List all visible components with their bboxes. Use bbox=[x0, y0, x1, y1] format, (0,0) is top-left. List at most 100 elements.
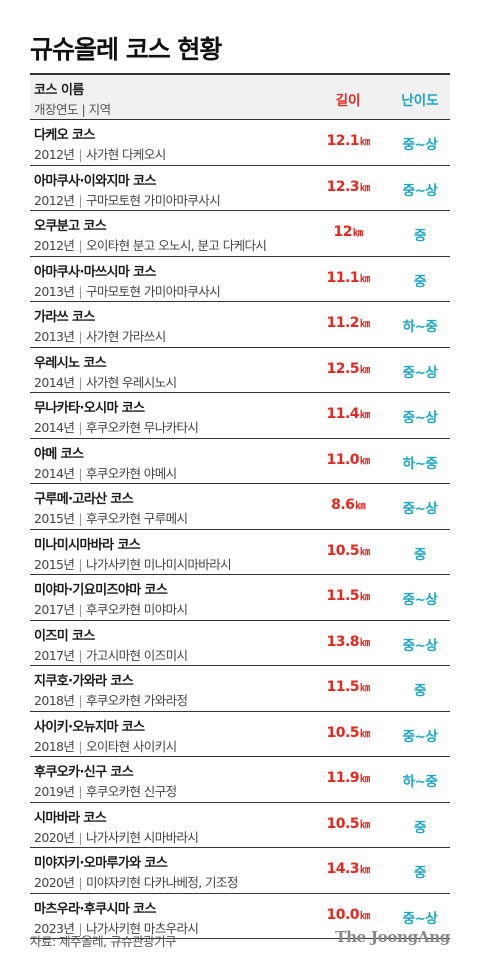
course-name: 사이키·오뉴지마 코스 bbox=[34, 719, 145, 735]
course-length-value: 11.1 bbox=[326, 269, 360, 286]
course-region: 후쿠오카현 미야마시 bbox=[85, 602, 188, 617]
course-year-region: 2012년 | 구마모토현 가미아마쿠사시 bbox=[34, 190, 221, 209]
separator: | bbox=[78, 784, 82, 799]
course-year: 2018년 bbox=[34, 693, 75, 708]
course-year: 2017년 bbox=[34, 602, 75, 617]
course-region: 오이타현 사이키시 bbox=[85, 738, 177, 754]
length-unit: ㎞ bbox=[360, 319, 370, 330]
header-course-name: 코스 이름 bbox=[34, 83, 84, 98]
course-year-region: 2014년 | 후쿠오카현 무나카타시 bbox=[34, 417, 199, 436]
course-name: 구루메·고라산 코스 bbox=[34, 492, 134, 507]
course-length: 10.5㎞ bbox=[316, 725, 380, 741]
course-length: 10.5㎞ bbox=[316, 816, 380, 832]
length-unit: ㎞ bbox=[360, 865, 370, 876]
course-year: 2012년 bbox=[34, 238, 75, 253]
course-region: 구마모토현 가미아마쿠사시 bbox=[85, 192, 221, 208]
length-unit: ㎞ bbox=[360, 910, 370, 922]
course-region: 후쿠오카현 신구정 bbox=[85, 784, 177, 799]
header-difficulty: 난이도 bbox=[401, 93, 439, 109]
separator: | bbox=[78, 875, 82, 890]
course-year-region: 2015년 | 나가사키현 미나미시마바라시 bbox=[34, 554, 232, 573]
length-unit: ㎞ bbox=[360, 137, 370, 148]
course-length: 12㎞ bbox=[316, 224, 380, 240]
course-year-region: 2020년 | 미야자키현 다카나베정, 기조정 bbox=[34, 872, 238, 891]
course-length-value: 12.3 bbox=[326, 178, 360, 195]
course-length: 11.5㎞ bbox=[316, 679, 380, 695]
source-note: 자료: 제주올레, 규슈관광기구 bbox=[30, 934, 177, 949]
course-region: 후쿠오카현 무나카타시 bbox=[85, 420, 199, 435]
course-length: 12.5㎞ bbox=[316, 361, 380, 377]
course-year-region: 2017년 | 가고시마현 이즈미시 bbox=[34, 645, 188, 664]
table-row: 사이키·오뉴지마 코스 2018년 | 오이타현 사이키시 10.5㎞ 중~상 bbox=[30, 712, 450, 757]
course-length: 8.6㎞ bbox=[316, 497, 380, 513]
course-difficulty: 중~상 bbox=[402, 728, 438, 745]
course-length-value: 14.3 bbox=[326, 861, 360, 877]
course-name: 오쿠분고 코스 bbox=[34, 219, 107, 234]
length-unit: ㎞ bbox=[355, 501, 365, 512]
table-row: 무나카타·오시마 코스 2014년 | 후쿠오카현 무나카타시 11.4㎞ 중~상 bbox=[30, 393, 450, 439]
course-length: 11.5㎞ bbox=[316, 588, 380, 604]
course-name: 지쿠호·가와라 코스 bbox=[34, 674, 134, 689]
course-length: 10.0㎞ bbox=[316, 907, 380, 923]
course-region: 나가사키현 시마바라시 bbox=[85, 829, 199, 845]
course-region: 사가현 다케오시 bbox=[85, 147, 166, 162]
course-year-region: 2013년 | 사가현 가라쓰시 bbox=[34, 326, 166, 345]
course-year-region: 2015년 | 후쿠오카현 구루메시 bbox=[34, 508, 188, 527]
course-difficulty: 중 bbox=[414, 819, 426, 836]
course-difficulty: 중~상 bbox=[402, 501, 438, 517]
separator: | bbox=[78, 602, 82, 617]
course-year: 2013년 bbox=[34, 329, 75, 344]
course-length-value: 11.2 bbox=[326, 315, 360, 331]
course-length: 14.3㎞ bbox=[316, 861, 380, 877]
page-title: 규슈올레 코스 현황 bbox=[30, 35, 222, 64]
header-year-region: 개장연도 | 지역 bbox=[34, 102, 111, 117]
course-difficulty: 중 bbox=[414, 228, 426, 244]
course-year-region: 2017년 | 후쿠오카현 미야마시 bbox=[34, 599, 188, 618]
course-difficulty: 중 bbox=[414, 865, 426, 881]
table-row: 지쿠호·가와라 코스 2018년 | 후쿠오카현 가와라정 11.5㎞ 중 bbox=[30, 666, 450, 712]
course-year: 2017년 bbox=[34, 647, 75, 663]
course-year-region: 2012년 | 사가현 다케오시 bbox=[34, 144, 166, 163]
course-length: 11.0㎞ bbox=[316, 452, 380, 468]
length-unit: ㎞ bbox=[360, 774, 370, 785]
course-length-value: 13.8 bbox=[326, 633, 360, 650]
course-year: 2015년 bbox=[34, 511, 75, 526]
course-region: 후쿠오카현 구루메시 bbox=[85, 511, 188, 526]
length-unit: ㎞ bbox=[360, 182, 370, 194]
course-region: 가고시마현 이즈미시 bbox=[85, 647, 188, 663]
course-name: 미야자키·오마루가와 코스 bbox=[34, 856, 168, 871]
course-name: 마츠우라·후쿠시마 코스 bbox=[34, 901, 156, 917]
course-name: 후쿠오카·신구 코스 bbox=[34, 765, 134, 780]
course-year-region: 2014년 | 사가현 우레시노시 bbox=[34, 372, 177, 391]
table-row: 이즈미 코스 2017년 | 가고시마현 이즈미시 13.8㎞ 중~상 bbox=[30, 621, 450, 666]
course-year: 2019년 bbox=[34, 784, 75, 799]
course-length: 11.4㎞ bbox=[316, 406, 380, 422]
course-name: 다케오 코스 bbox=[34, 128, 95, 143]
course-year-region: 2019년 | 후쿠오카현 신구정 bbox=[34, 781, 177, 800]
course-year: 2014년 bbox=[34, 420, 75, 435]
course-name: 야메 코스 bbox=[34, 446, 84, 462]
separator: | bbox=[78, 420, 82, 435]
length-unit: ㎞ bbox=[360, 683, 370, 694]
length-unit: ㎞ bbox=[360, 410, 370, 421]
course-year: 2014년 bbox=[34, 465, 75, 481]
course-name: 우레시노 코스 bbox=[34, 355, 107, 371]
course-length-value: 11.0 bbox=[326, 451, 360, 468]
length-unit: ㎞ bbox=[352, 228, 363, 239]
separator: | bbox=[78, 556, 82, 572]
course-name: 미나미시마바라 코스 bbox=[34, 537, 141, 553]
course-year-region: 2012년 | 오이타현 분고 오노시, 분고 다케다시 bbox=[34, 235, 267, 254]
course-length-value: 10.5 bbox=[326, 815, 360, 832]
course-difficulty: 중 bbox=[414, 546, 426, 563]
course-name: 미야마·기요미즈야마 코스 bbox=[34, 583, 168, 598]
separator: | bbox=[78, 192, 82, 208]
course-length: 12.3㎞ bbox=[316, 179, 380, 195]
course-name: 아마쿠사·마쓰시마 코스 bbox=[34, 264, 156, 280]
length-unit: ㎞ bbox=[360, 364, 370, 376]
course-year-region: 2013년 | 구마모토현 가미아마쿠사시 bbox=[34, 281, 221, 300]
table-row: 아마쿠사·마쓰시마 코스 2013년 | 구마모토현 가미아마쿠사시 11.1㎞ 중 bbox=[30, 257, 450, 302]
course-difficulty: 중~상 bbox=[402, 637, 438, 654]
course-year: 2020년 bbox=[34, 875, 75, 890]
course-difficulty: 중 bbox=[414, 273, 426, 290]
separator: | bbox=[78, 920, 82, 936]
